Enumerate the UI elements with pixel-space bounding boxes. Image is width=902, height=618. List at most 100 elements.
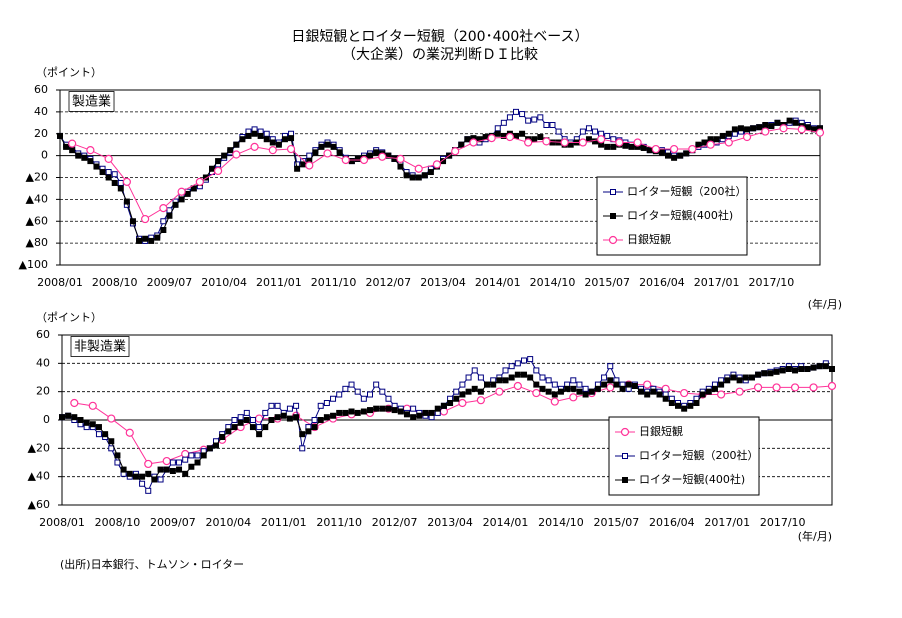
marker: [330, 395, 337, 402]
y-tick-label: ▲20: [26, 171, 48, 184]
marker: [268, 417, 275, 423]
marker: [144, 459, 153, 469]
marker: [256, 424, 263, 431]
marker: [286, 405, 293, 412]
marker: [188, 463, 195, 470]
marker: [543, 122, 550, 128]
marker: [669, 144, 679, 154]
marker: [604, 143, 611, 150]
marker: [701, 139, 708, 146]
marker: [625, 381, 632, 388]
marker: [213, 442, 219, 449]
marker: [93, 163, 100, 170]
marker: [231, 417, 238, 423]
marker: [68, 139, 77, 148]
marker: [585, 125, 592, 132]
marker: [114, 452, 121, 459]
y-tick-label: ▲40: [28, 470, 50, 483]
marker: [514, 360, 521, 367]
marker: [576, 388, 583, 395]
marker: [81, 154, 88, 161]
marker: [681, 405, 688, 412]
marker: [809, 383, 818, 392]
marker: [213, 166, 223, 176]
marker: [469, 138, 478, 147]
marker: [145, 487, 152, 494]
marker: [539, 374, 546, 381]
legend-label: 日銀短観: [639, 424, 683, 438]
marker: [256, 431, 263, 438]
marker: [668, 400, 675, 406]
marker: [737, 125, 744, 132]
y-tick-label: 0: [43, 413, 50, 426]
marker: [367, 407, 373, 414]
marker: [606, 383, 615, 392]
marker: [601, 381, 608, 388]
marker: [656, 391, 663, 398]
marker: [521, 357, 527, 364]
marker: [560, 138, 569, 147]
marker: [604, 132, 611, 139]
marker: [804, 124, 811, 131]
y-tick-label: ▲60: [26, 214, 48, 227]
marker: [569, 393, 578, 402]
marker: [148, 237, 155, 244]
marker: [227, 147, 234, 154]
marker: [601, 374, 608, 381]
marker: [717, 390, 726, 399]
marker: [274, 402, 281, 409]
marker: [108, 438, 115, 445]
marker: [500, 119, 507, 126]
marker: [107, 414, 116, 423]
marker: [579, 128, 586, 135]
marker: [233, 141, 240, 148]
legend-label: ロイター短観(400社): [627, 208, 733, 222]
legend-label: ロイター短観(400社): [639, 472, 745, 486]
x-tick-label: 2009/07: [147, 276, 193, 289]
marker: [317, 402, 324, 409]
marker: [774, 119, 781, 126]
marker: [86, 146, 95, 155]
x-tick-label: 2015/07: [584, 276, 630, 289]
marker: [447, 400, 454, 406]
marker: [785, 366, 792, 372]
marker: [742, 374, 749, 381]
marker: [194, 459, 201, 466]
marker: [323, 400, 330, 406]
marker: [432, 160, 442, 169]
marker: [531, 116, 538, 123]
marker: [537, 114, 544, 121]
marker: [464, 136, 471, 143]
y-tick-label: ▲60: [28, 498, 50, 511]
marker: [403, 172, 410, 179]
marker: [354, 409, 361, 416]
marker: [532, 388, 541, 398]
y-tick-label: ▲20: [28, 441, 50, 454]
marker: [730, 374, 737, 381]
marker: [373, 405, 380, 412]
x-tick-label: 2017/10: [749, 276, 795, 289]
y-tick-label: 60: [36, 328, 50, 341]
marker: [502, 377, 509, 384]
marker: [582, 391, 589, 398]
marker: [427, 169, 434, 176]
marker: [360, 395, 367, 402]
marker: [342, 385, 349, 392]
marker: [607, 377, 614, 384]
marker: [476, 396, 485, 405]
marker: [744, 126, 751, 133]
marker: [725, 130, 732, 137]
marker: [89, 421, 96, 428]
marker: [545, 377, 552, 384]
marker: [136, 237, 143, 244]
marker: [221, 152, 228, 159]
marker: [280, 412, 287, 419]
marker: [646, 147, 653, 154]
y-axis-unit: （ポイント）: [36, 66, 102, 79]
marker: [336, 149, 343, 156]
marker: [711, 385, 718, 392]
marker: [508, 363, 515, 370]
marker: [735, 387, 744, 396]
marker: [396, 154, 405, 164]
marker: [122, 177, 131, 186]
